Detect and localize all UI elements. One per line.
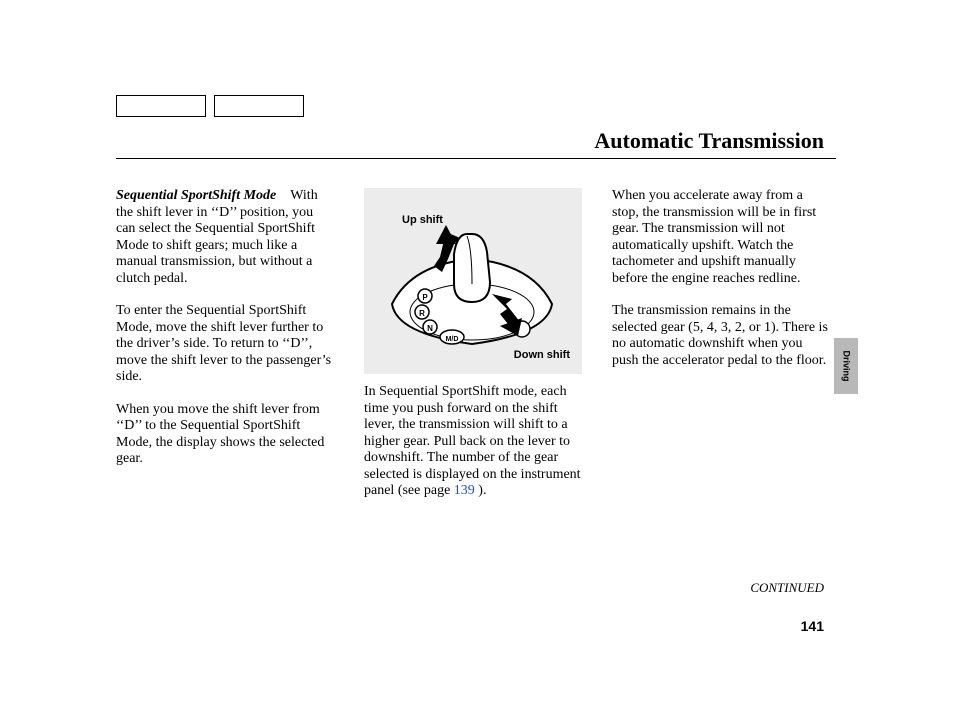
svg-text:N: N (427, 324, 433, 333)
svg-text:M/D: M/D (446, 336, 459, 343)
col2-caption-after: ). (475, 483, 487, 498)
col2-caption: In Sequential SportShift mode, each time… (364, 384, 582, 500)
shift-figure: Up shift P R N M/D (364, 188, 582, 374)
top-box-1 (116, 95, 206, 117)
shift-lever-icon: P R N M/D (372, 224, 572, 364)
col1-paragraph-1: Sequential SportShift Mode With the shif… (116, 188, 334, 287)
header-divider (116, 158, 836, 159)
col1-paragraph-2: To enter the Sequential SportShift Mode,… (116, 303, 334, 386)
page: Automatic Transmission Driving Sequentia… (0, 0, 954, 710)
page-number: 141 (801, 618, 824, 634)
continued-label: CONTINUED (750, 580, 824, 596)
column-1: Sequential SportShift Mode With the shif… (116, 188, 334, 516)
figure-label-down: Down shift (514, 349, 570, 362)
col3-paragraph-2: The transmission remains in the selected… (612, 303, 830, 369)
column-3: When you accelerate away from a stop, th… (612, 188, 830, 516)
body-columns: Sequential SportShift Mode With the shif… (116, 188, 830, 516)
page-link-139[interactable]: 139 (454, 483, 475, 498)
top-box-2 (214, 95, 304, 117)
svg-text:R: R (419, 309, 425, 318)
col3-paragraph-1: When you accelerate away from a stop, th… (612, 188, 830, 287)
svg-text:P: P (422, 293, 428, 302)
section-tab-label: Driving (841, 350, 851, 381)
page-title: Automatic Transmission (594, 128, 824, 154)
col1-paragraph-3: When you move the shift lever from ‘‘D’’… (116, 402, 334, 468)
mode-title: Sequential SportShift Mode (116, 188, 276, 203)
section-tab-driving: Driving (834, 338, 858, 394)
column-2: Up shift P R N M/D (364, 188, 582, 516)
top-button-row (116, 95, 304, 117)
col2-caption-before: In Sequential SportShift mode, each time… (364, 384, 581, 498)
mode-title-spacer (276, 188, 290, 203)
